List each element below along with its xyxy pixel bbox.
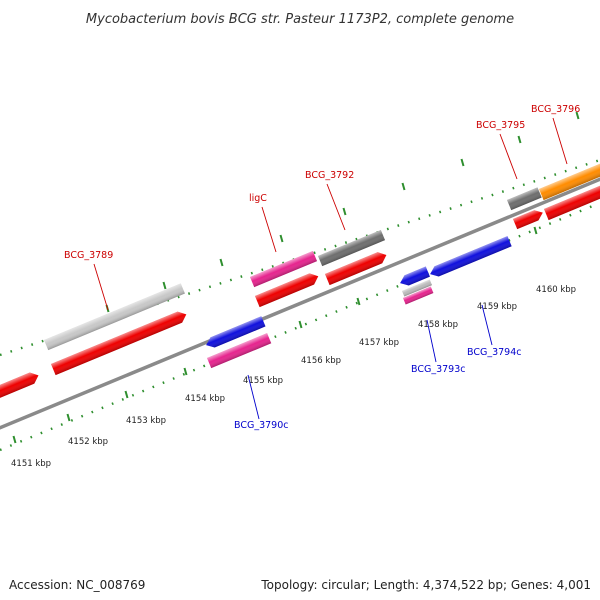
label-leader-line <box>481 304 493 346</box>
feature-glyph <box>0 372 39 401</box>
feature-glyph <box>513 210 543 230</box>
scale-tick <box>279 234 284 243</box>
gene-label-forward: ligC <box>249 193 267 204</box>
feature-shade <box>206 316 266 348</box>
genome-summary-text: Topology: circular; Length: 4,374,522 bp… <box>261 578 591 592</box>
gene-label-reverse: BCG_3793c <box>411 364 466 375</box>
gene-label-reverse: BCG_3790c <box>234 420 289 431</box>
scale-tick <box>401 182 406 191</box>
map-title: Mycobacterium bovis BCG str. Pasteur 117… <box>86 12 514 27</box>
feature-glyph <box>544 185 600 221</box>
label-leader-line <box>426 319 437 363</box>
feature-glyph <box>51 311 187 376</box>
scale-tick <box>460 158 465 167</box>
feature-glyph <box>250 250 318 288</box>
scale-tick <box>575 111 580 120</box>
scale-tick <box>356 297 361 306</box>
scale-label: 4157 kbp <box>359 338 399 348</box>
feature-glyph <box>318 229 386 267</box>
scale-tick <box>183 367 188 376</box>
feature-glyph <box>207 333 272 369</box>
scale-label: 4151 kbp <box>11 459 51 469</box>
scale-tick <box>298 320 303 329</box>
feature-shade <box>318 229 386 267</box>
label-leader-line <box>499 133 518 180</box>
gene-label-forward: BCG_3795 <box>476 120 525 131</box>
feature-shade <box>51 311 187 376</box>
scale-label: 4156 kbp <box>301 356 341 366</box>
scale-label: 4154 kbp <box>185 394 225 404</box>
scale-tick <box>124 390 129 399</box>
scale-rulers: 4151 kbp 4152 kbp 4153 kbp 4154 kbp 4155 kbp… <box>0 111 600 469</box>
feature-glyph <box>325 252 387 286</box>
feature-shade <box>402 279 433 297</box>
gene-label-forward: BCG_3789 <box>64 250 113 261</box>
feature-shade <box>430 236 512 277</box>
scale-label: 4159 kbp <box>477 302 517 312</box>
scale-tick <box>219 258 224 267</box>
scale-label: 4160 kbp <box>536 285 576 295</box>
feature-shade <box>507 187 542 211</box>
gene-label-reverse: BCG_3794c <box>467 347 522 358</box>
gene-label-forward: BCG_3796 <box>531 104 580 115</box>
feature-shade <box>44 283 185 351</box>
scale-label: 4155 kbp <box>243 376 283 386</box>
feature-glyph <box>507 187 542 211</box>
gene-label-forward: BCG_3792 <box>305 170 354 181</box>
accession-text: Accession: NC_008769 <box>9 578 146 592</box>
feature-shade <box>255 273 319 308</box>
scale-tick <box>12 435 17 444</box>
feature-shade <box>544 185 600 221</box>
feature-shade <box>539 163 600 201</box>
feature-glyph <box>44 283 185 351</box>
label-leader-line <box>261 206 277 253</box>
scale-tick <box>517 135 522 144</box>
scale-tick <box>66 413 71 422</box>
scale-tick <box>533 226 538 235</box>
feature-labels: BCG_3789 ligC BCG_3792 BCG_3795 BCG_3796 BCG_… <box>64 104 580 431</box>
label-leader-line <box>552 117 568 165</box>
feature-shade <box>513 210 543 230</box>
feature-shade <box>250 250 318 288</box>
feature-glyph <box>400 266 430 286</box>
scale-tick <box>162 281 167 290</box>
feature-shade <box>207 333 272 369</box>
scale-label: 4152 kbp <box>68 437 108 447</box>
feature-glyph <box>539 163 600 201</box>
feature-shade <box>403 286 434 305</box>
scale-label: 4153 kbp <box>126 416 166 426</box>
scale-tick <box>342 207 347 216</box>
scale-label: 4158 kbp <box>418 320 458 330</box>
feature-shade <box>0 372 39 401</box>
feature-glyphs <box>0 163 600 401</box>
feature-glyph <box>430 236 512 277</box>
feature-glyph <box>402 279 433 297</box>
label-leader-line <box>326 183 346 231</box>
feature-glyph <box>255 273 319 308</box>
genome-backbone <box>0 140 600 466</box>
label-leader-line <box>247 374 260 420</box>
feature-shade <box>400 266 430 286</box>
feature-glyph <box>206 316 266 348</box>
feature-glyph <box>403 286 434 305</box>
label-leader-line <box>93 263 109 311</box>
feature-shade <box>325 252 387 286</box>
